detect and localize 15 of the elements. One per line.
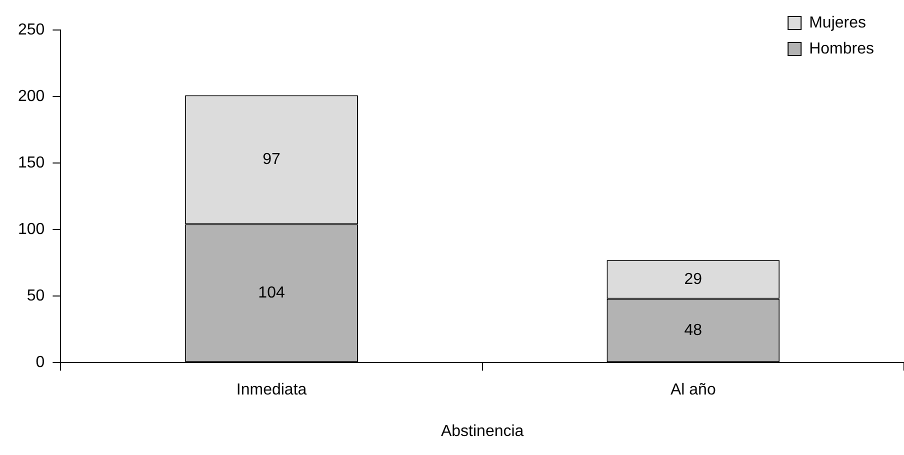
- y-tick-label: 50: [26, 287, 45, 304]
- x-tick-label: Al año: [670, 382, 716, 399]
- data-label: 104: [258, 284, 285, 302]
- legend-label: Mujeres: [809, 14, 866, 32]
- x-tick-label: Inmediata: [236, 382, 307, 399]
- legend-label: Hombres: [809, 40, 874, 58]
- y-tick-label: 250: [18, 21, 45, 38]
- data-label: 97: [262, 151, 281, 168]
- data-label: 29: [684, 270, 702, 288]
- x-axis-title: Abstinencia: [440, 422, 524, 440]
- y-tick-label: 200: [18, 88, 45, 105]
- y-tick-label: 100: [18, 220, 45, 238]
- y-tick-label: 0: [36, 354, 45, 372]
- data-label: 48: [684, 322, 702, 339]
- y-tick-label: 150: [18, 154, 45, 172]
